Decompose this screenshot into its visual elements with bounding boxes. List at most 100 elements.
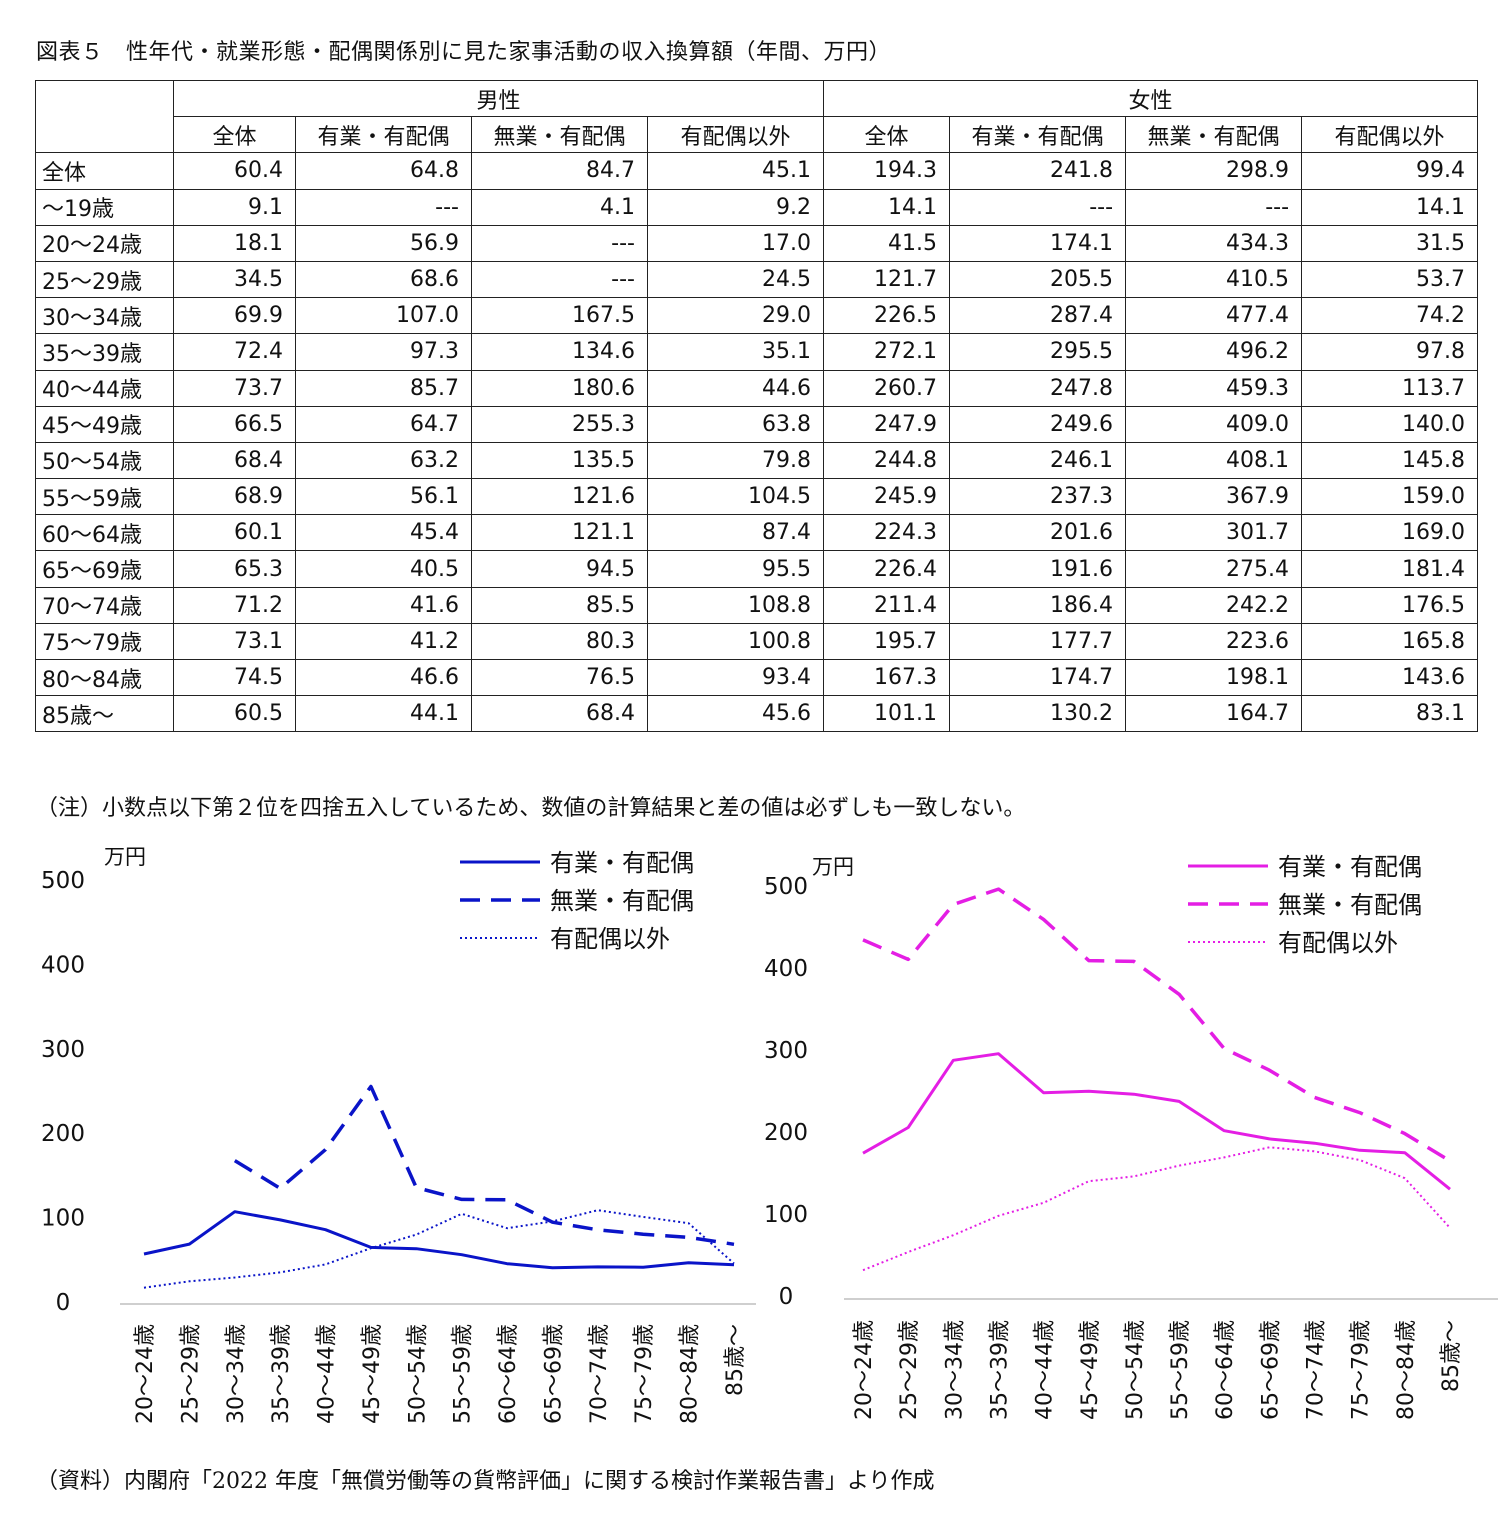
- table-cell: 477.4: [1125, 297, 1303, 335]
- table-cell: 44.6: [646, 369, 825, 407]
- table-cell: 44.1: [295, 695, 472, 733]
- table-row: 45～49歳 66.5 64.7 255.3 63.8 247.9 249.6 409.0 14…: [35, 405, 1479, 443]
- table-row: 20～24歳 18.1 56.9 --- 17.0 41.5 174.1 434.3 31.5: [35, 224, 1479, 262]
- series-line-dotted: [862, 1146, 1451, 1272]
- table-cell: 45.1: [646, 152, 825, 190]
- legend-label: 有業・有配偶: [550, 849, 694, 877]
- table-cell: 46.6: [295, 658, 472, 697]
- table-cell: 247.8: [949, 369, 1127, 407]
- table-cell: 367.9: [1125, 478, 1303, 516]
- table-cell: 69.9: [173, 297, 296, 335]
- male-line-chart: 0 100 200 300 400 500 万円 20～24歳 25～29歳 30～34歳 35～3…: [41, 845, 756, 1424]
- table-row: 40～44歳 73.7 85.7 180.6 44.6 260.7 247.8 459.3 11…: [35, 369, 1479, 407]
- x-tick-label: 85歳～: [1439, 1320, 1464, 1392]
- column-header: 無業・有配偶: [471, 116, 648, 154]
- column-header: 有業・有配偶: [295, 116, 472, 154]
- x-tick-label: 60～64歳: [1213, 1320, 1238, 1420]
- x-tick-label: 65～69歳: [1258, 1320, 1283, 1420]
- table-cell: 134.6: [471, 333, 648, 371]
- table-cell: 85.7: [295, 369, 472, 407]
- row-label: 60～64歳: [35, 514, 174, 552]
- table-cell: 176.5: [1301, 586, 1479, 624]
- table-cell: 272.1: [823, 333, 951, 371]
- x-tick-label: 60～64歳: [496, 1324, 521, 1424]
- table-cell: 244.8: [823, 441, 951, 480]
- table-cell: 245.9: [823, 478, 951, 516]
- table-cell: 60.4: [173, 152, 296, 190]
- table-cell: 72.4: [173, 333, 296, 371]
- table-cell: 87.4: [646, 514, 825, 552]
- figure-title: 図表５ 性年代・就業形態・配偶関係別に見た家事活動の収入換算額（年間、万円）: [36, 40, 892, 65]
- y-tick-label: 0: [56, 1290, 71, 1316]
- table-cell: 201.6: [949, 514, 1127, 552]
- table-cell: 496.2: [1125, 333, 1303, 371]
- table-cell: 56.9: [295, 224, 472, 262]
- table-cell: 409.0: [1125, 405, 1303, 443]
- table-row: ～19歳 9.1 --- 4.1 9.2 14.1 --- --- 14.1: [35, 188, 1479, 226]
- table-row: 全体 60.4 64.8 84.7 45.1 194.3 241.8 298.9 99.4: [35, 152, 1479, 190]
- table-cell: 180.6: [471, 369, 648, 407]
- table-cell: 83.1: [1301, 695, 1479, 733]
- table-cell: 60.5: [173, 695, 296, 733]
- table-cell: 195.7: [823, 622, 951, 661]
- table-cell: 85.5: [471, 586, 648, 624]
- table-cell: 68.4: [471, 695, 648, 733]
- x-tick-label: 65～69歳: [541, 1324, 566, 1424]
- table-cell: 408.1: [1125, 441, 1303, 480]
- series-line-solid: [143, 1210, 735, 1270]
- table-cell: 45.4: [295, 514, 472, 552]
- table-cell: 113.7: [1301, 369, 1479, 407]
- table-cell: 73.7: [173, 369, 296, 407]
- x-tick-label: 50～54歳: [1123, 1320, 1148, 1420]
- table-cell: 121.1: [471, 514, 648, 552]
- y-unit-label: 万円: [812, 855, 854, 879]
- table-cell: 237.3: [949, 478, 1127, 516]
- table-cell: 164.7: [1125, 695, 1303, 733]
- table-cell: ---: [471, 224, 648, 262]
- table-cell: 104.5: [646, 478, 825, 516]
- table-cell: 68.6: [295, 260, 472, 299]
- table-row: 80～84歳 74.5 46.6 76.5 93.4 167.3 174.7 198.1 143…: [35, 658, 1479, 697]
- row-label: 45～49歳: [35, 405, 174, 443]
- table-cell: 63.2: [295, 441, 472, 480]
- table-cell: 167.3: [823, 658, 951, 697]
- series-line-solid: [862, 1052, 1451, 1191]
- group-header-female: 女性: [823, 79, 1479, 118]
- table-cell: 260.7: [823, 369, 951, 407]
- table-cell: 41.5: [823, 224, 951, 262]
- table-cell: 275.4: [1125, 550, 1303, 588]
- table-cell: 226.5: [823, 297, 951, 335]
- row-label: 全体: [35, 152, 174, 190]
- y-tick-label: 200: [764, 1120, 808, 1146]
- table-cell: 255.3: [471, 405, 648, 443]
- y-tick-label: 300: [41, 1037, 85, 1063]
- row-label: 20～24歳: [35, 224, 174, 262]
- table-row: 85歳～ 60.5 44.1 68.4 45.6 101.1 130.2 164.7 83.1: [35, 695, 1479, 733]
- row-label: 55～59歳: [35, 478, 174, 516]
- table-cell: 295.5: [949, 333, 1127, 371]
- x-tick-label: 55～59歳: [451, 1324, 476, 1424]
- row-label: 35～39歳: [35, 333, 174, 371]
- table-cell: 84.7: [471, 152, 648, 190]
- table-cell: 174.7: [949, 658, 1127, 697]
- legend-label: 有業・有配偶: [1278, 853, 1422, 881]
- table-cell: 459.3: [1125, 369, 1303, 407]
- y-tick-label: 500: [41, 868, 85, 894]
- x-tick-label: 40～44歳: [315, 1324, 340, 1424]
- table-cell: 9.1: [173, 188, 296, 226]
- series-line-dotted: [143, 1209, 735, 1289]
- series-line-dashed: [862, 887, 1451, 1163]
- table-cell: 14.1: [823, 188, 951, 226]
- source-note: （資料）内閣府「2022 年度「無償労働等の貨幣評価」に関する検討作業報告書」よ…: [36, 1469, 935, 1494]
- table-cell: 121.7: [823, 260, 951, 299]
- table-cell: 97.3: [295, 333, 472, 371]
- x-tick-label: 55～59歳: [1168, 1320, 1193, 1420]
- table-cell: 93.4: [646, 658, 825, 697]
- row-label: ～19歳: [35, 188, 174, 226]
- row-label: 85歳～: [35, 695, 174, 733]
- table-cell: 64.7: [295, 405, 472, 443]
- table-cell: 174.1: [949, 224, 1127, 262]
- table-cell: 56.1: [295, 478, 472, 516]
- x-tick-label: 75～79歳: [632, 1324, 657, 1424]
